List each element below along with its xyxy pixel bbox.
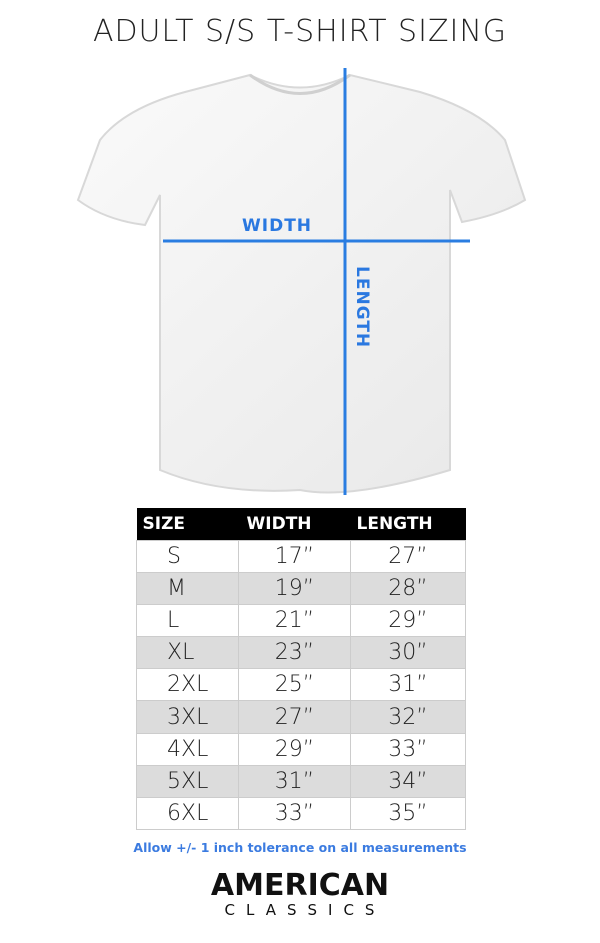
cell-length: 27” xyxy=(350,539,466,573)
table-row: 6XL 33” 35” xyxy=(136,796,466,831)
brand-logo: AMERICAN xyxy=(210,868,390,903)
cell-size: 4XL xyxy=(136,732,239,766)
tshirt-icon xyxy=(76,73,527,494)
table-row: 5XL 31” 34” xyxy=(136,764,466,799)
cell-length: 29” xyxy=(350,603,466,638)
size-table: SIZE WIDTH LENGTH S 17” 27” M 19” 28” L 21” 29” X… xyxy=(136,508,466,831)
cell-size: 6XL xyxy=(136,796,239,831)
cell-length: 35” xyxy=(350,796,466,831)
table-row: XL 23” 30” xyxy=(136,636,466,670)
cell-size: XL xyxy=(136,636,239,670)
cell-width: 33” xyxy=(238,796,351,831)
cell-length: 28” xyxy=(350,571,466,605)
table-row: S 17” 27” xyxy=(136,539,466,573)
cell-width: 17” xyxy=(238,539,351,573)
cell-length: 32” xyxy=(350,700,466,734)
width-label: WIDTH xyxy=(242,216,313,236)
cell-width: 19” xyxy=(238,571,351,605)
length-label: LENGTH xyxy=(352,266,372,349)
header-width: WIDTH xyxy=(238,508,351,540)
cell-width: 21” xyxy=(238,603,351,638)
cell-length: 30” xyxy=(350,636,466,670)
cell-size: S xyxy=(136,539,239,573)
tolerance-note: Allow +/- 1 inch tolerance on all measur… xyxy=(133,840,467,855)
table-row: L 21” 29” xyxy=(136,603,466,638)
cell-width: 23” xyxy=(238,636,351,670)
cell-width: 31” xyxy=(238,764,351,799)
cell-length: 33” xyxy=(350,732,466,766)
cell-size: M xyxy=(136,571,239,605)
cell-size: 3XL xyxy=(136,700,239,734)
cell-length: 31” xyxy=(350,668,466,702)
cell-size: 2XL xyxy=(136,668,239,702)
cell-size: L xyxy=(136,603,239,638)
brand-logo-subtitle: CLASSICS xyxy=(224,901,386,919)
cell-length: 34” xyxy=(350,764,466,799)
cell-width: 27” xyxy=(238,700,351,734)
cell-width: 29” xyxy=(238,732,351,766)
table-row: M 19” 28” xyxy=(136,571,466,605)
cell-size: 5XL xyxy=(136,764,239,799)
page-title: ADULT S/S T-SHIRT SIZING xyxy=(92,14,508,49)
table-row: 4XL 29” 33” xyxy=(136,732,466,766)
tshirt-diagram xyxy=(76,68,527,495)
table-row: 3XL 27” 32” xyxy=(136,700,466,734)
header-length: LENGTH xyxy=(350,508,466,540)
cell-width: 25” xyxy=(238,668,351,702)
table-row: 2XL 25” 31” xyxy=(136,668,466,702)
header-size: SIZE xyxy=(136,508,239,540)
